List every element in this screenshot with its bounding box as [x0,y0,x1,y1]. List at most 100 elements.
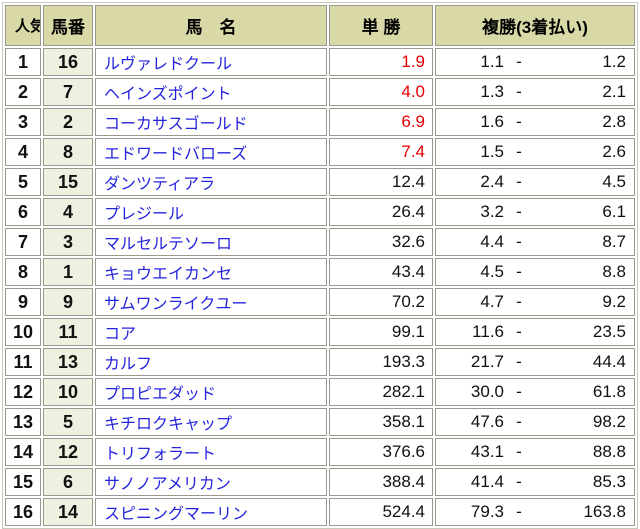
horse-name-link[interactable]: エドワードバローズ [104,146,248,163]
horse-number-cell: 1 [43,258,93,286]
win-odds-cell: 4.0 [329,78,433,106]
place-odds-cell: 1.5 - 2.6 [435,138,635,166]
place-odds-low: 3.2 [480,202,504,221]
win-odds-cell: 12.4 [329,168,433,196]
horse-name-link[interactable]: キチロクキャップ [104,416,233,433]
horse-number-cell: 6 [43,468,93,496]
horse-name-cell: ヘインズポイント [95,78,327,106]
win-odds-cell: 1.9 [329,48,433,76]
place-odds-low: 79.3 [470,502,504,521]
horse-name-link[interactable]: スピニングマーリン [104,506,249,523]
table-row: 7 3 マルセルテソーロ 32.6 4.4 - 8.7 [5,228,635,256]
win-odds-cell: 32.6 [329,228,433,256]
rank-cell: 15 [5,468,41,496]
place-odds-cell: 4.4 - 8.7 [435,228,635,256]
place-odds-low: 1.5 [480,142,504,161]
header-rank-label: 人気 [15,17,40,35]
place-odds-low: 21.7 [470,352,504,371]
horse-name-cell: コア [95,318,327,346]
rank-cell: 2 [5,78,41,106]
place-odds-high: 8.7 [602,232,626,251]
place-odds-separator: - [516,112,522,131]
table-row: 6 4 プレジール 26.4 3.2 - 6.1 [5,198,635,226]
place-odds-low: 1.1 [480,52,504,71]
place-odds-low: 41.4 [470,472,504,491]
horse-name-link[interactable]: マルセルテソーロ [104,236,233,253]
horse-name-link[interactable]: ルヴァレドクール [104,56,233,73]
horse-name-link[interactable]: プレジール [104,206,185,223]
horse-name-link[interactable]: サノノアメリカン [104,476,231,493]
horse-name-cell: サノノアメリカン [95,468,327,496]
horse-number-cell: 3 [43,228,93,256]
place-odds-low: 11.6 [472,322,504,341]
table-row: 16 14 スピニングマーリン 524.4 79.3 - 163.8 [5,498,635,526]
horse-name-cell: サムワンライクユー [95,288,327,316]
horse-name-cell: スピニングマーリン [95,498,327,526]
place-odds-high: 44.4 [592,352,626,371]
rank-cell: 7 [5,228,41,256]
header-place-odds: 複勝(3着払い) [435,5,635,46]
horse-name-cell: キチロクキャップ [95,408,327,436]
rank-cell: 13 [5,408,41,436]
place-odds-separator: - [516,82,522,101]
table-row: 13 5 キチロクキャップ 358.1 47.6 - 98.2 [5,408,635,436]
rank-cell: 9 [5,288,41,316]
win-odds-cell: 358.1 [329,408,433,436]
horse-name-link[interactable]: サムワンライクユー [104,296,248,313]
horse-name-cell: マルセルテソーロ [95,228,327,256]
horse-number-cell: 4 [43,198,93,226]
horse-name-link[interactable]: キョウエイカンセ [104,266,233,283]
place-odds-separator: - [516,292,522,311]
place-odds-cell: 43.1 - 88.8 [435,438,635,466]
win-odds-cell: 376.6 [329,438,433,466]
place-odds-cell: 11.6 - 23.5 [435,318,635,346]
place-odds-high: 88.8 [592,442,626,461]
place-odds-separator: - [516,352,522,371]
place-odds-cell: 41.4 - 85.3 [435,468,635,496]
rank-cell: 4 [5,138,41,166]
place-odds-separator: - [516,382,522,401]
place-odds-cell: 4.7 - 9.2 [435,288,635,316]
place-odds-low: 1.6 [480,112,504,131]
horse-number-cell: 9 [43,288,93,316]
horse-number-cell: 11 [43,318,93,346]
horse-name-cell: カルフ [95,348,327,376]
win-odds-cell: 99.1 [329,318,433,346]
horse-name-link[interactable]: ダンツティアラ [104,176,216,193]
odds-table-body: 1 16 ルヴァレドクール 1.9 1.1 - 1.2 2 7 ヘインズポイント… [5,48,635,526]
place-odds-high: 6.1 [602,202,626,221]
place-odds-separator: - [516,322,522,341]
place-odds-separator: - [516,472,522,491]
header-horse-name: 馬 名 [95,5,327,46]
place-odds-low: 2.4 [480,172,504,191]
horse-name-link[interactable]: トリフォラート [104,446,217,463]
horse-number-cell: 5 [43,408,93,436]
place-odds-high: 2.8 [602,112,626,131]
table-row: 1 16 ルヴァレドクール 1.9 1.1 - 1.2 [5,48,635,76]
rank-cell: 10 [5,318,41,346]
win-odds-cell: 388.4 [329,468,433,496]
horse-number-cell: 7 [43,78,93,106]
place-odds-high: 1.2 [602,52,626,71]
horse-name-link[interactable]: ヘインズポイント [104,86,232,103]
horse-number-cell: 8 [43,138,93,166]
header-horse-number: 馬番 [43,5,93,46]
horse-name-cell: ルヴァレドクール [95,48,327,76]
place-odds-low: 4.7 [480,292,504,311]
horse-number-cell: 13 [43,348,93,376]
place-odds-cell: 1.6 - 2.8 [435,108,635,136]
place-odds-low: 4.5 [480,262,504,281]
horse-name-link[interactable]: カルフ [104,356,153,373]
horse-number-cell: 16 [43,48,93,76]
place-odds-cell: 2.4 - 4.5 [435,168,635,196]
place-odds-low: 43.1 [470,442,504,461]
horse-name-link[interactable]: コーカサスゴールド [104,116,248,133]
horse-name-link[interactable]: プロピエダッド [104,386,217,403]
table-row: 15 6 サノノアメリカン 388.4 41.4 - 85.3 [5,468,635,496]
win-odds-cell: 43.4 [329,258,433,286]
win-odds-cell: 26.4 [329,198,433,226]
win-odds-cell: 524.4 [329,498,433,526]
horse-name-link[interactable]: コア [104,326,137,343]
place-odds-low: 4.4 [480,232,504,251]
